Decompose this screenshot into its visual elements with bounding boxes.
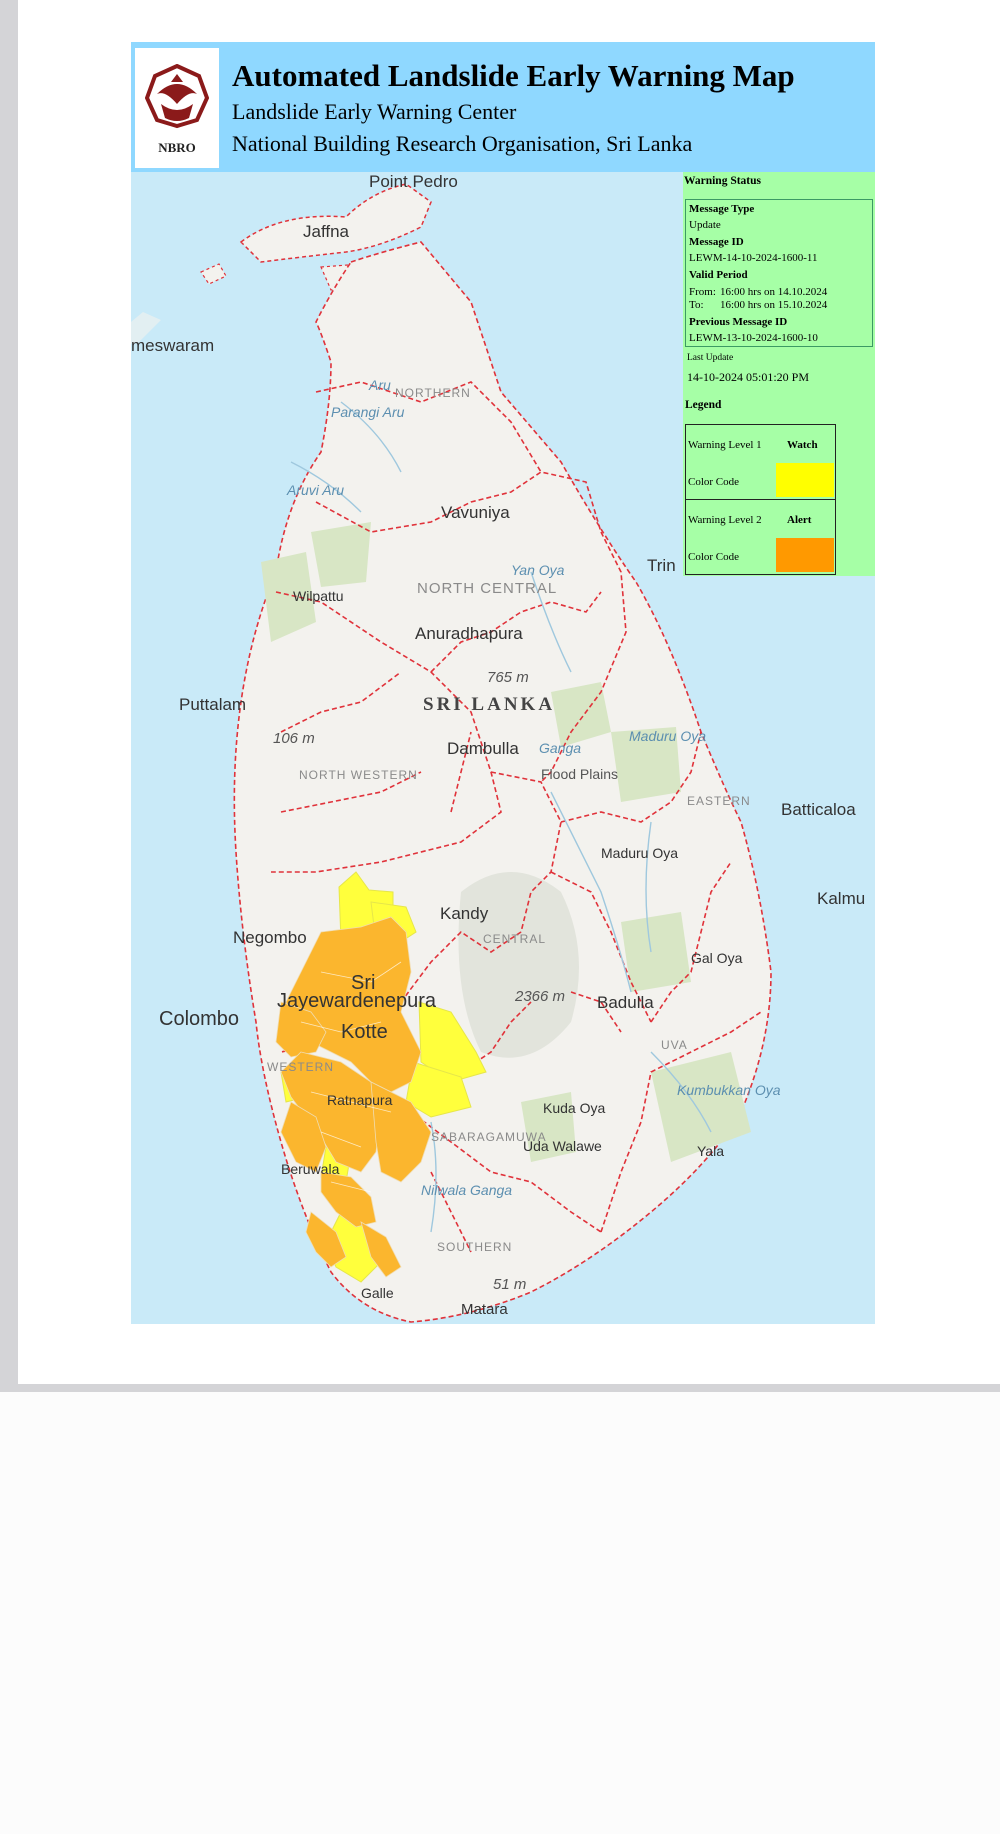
legend-item-watch: Warning Level 1 Watch Color Code: [685, 424, 836, 500]
page-title: Automated Landslide Early Warning Map: [232, 58, 795, 93]
elevation-label: 765 m: [487, 669, 529, 686]
place-label: Ratnapura: [327, 1092, 393, 1108]
place-label: Trin: [647, 556, 676, 575]
place-label: Puttalam: [179, 695, 247, 714]
place-label: Galle: [361, 1285, 394, 1301]
country-label: SRI LANKA: [423, 694, 556, 715]
legend-item-alert: Warning Level 2 Alert Color Code: [685, 499, 836, 575]
last-update-label: Last Update: [687, 353, 734, 363]
region-label: NORTHERN: [395, 386, 471, 400]
legend-color-code-label: Color Code: [688, 551, 740, 563]
region-label: NORTH WESTERN: [299, 768, 418, 782]
place-label: Jaffna: [303, 222, 350, 241]
place-label: Uda Walawe: [523, 1138, 602, 1154]
bottom-divider: [18, 1384, 1000, 1392]
region-label: UVA: [661, 1038, 688, 1052]
place-label: Kuda Oya: [543, 1100, 606, 1116]
elevation-label: 2366 m: [515, 988, 566, 1005]
legend-level-label: Warning Level 2: [688, 514, 762, 526]
legend-swatch-alert: [776, 538, 834, 572]
region-label: WESTERN: [267, 1060, 334, 1074]
message-id-label: Message ID: [689, 236, 744, 248]
river-label: Nilwala Ganga: [421, 1182, 513, 1198]
legend-level-name: Watch: [787, 439, 818, 451]
place-label: Matara: [461, 1301, 508, 1318]
river-label: Maduru Oya: [629, 728, 707, 744]
river-label: Aru: [369, 377, 391, 393]
river-label: Yan Oya: [511, 562, 565, 578]
place-label: Maduru Oya: [601, 845, 679, 861]
river-label: Kumbukkan Oya: [677, 1082, 781, 1098]
region-label: SABARAGAMUWA: [431, 1130, 547, 1144]
place-label: Point Pedro: [369, 172, 458, 191]
region-label: EASTERN: [687, 794, 751, 808]
place-label: Negombo: [233, 928, 307, 947]
legend-level-name: Alert: [787, 514, 812, 526]
page-subtitle-center: Landslide Early Warning Center: [232, 99, 517, 124]
river-label: Parangi Aru: [331, 404, 405, 420]
place-label: Yala: [697, 1143, 724, 1159]
region-label: CENTRAL: [483, 932, 547, 946]
place-label: Dambulla: [447, 739, 519, 758]
previous-message-id-label: Previous Message ID: [689, 316, 788, 328]
place-label: Kotte: [341, 1021, 388, 1043]
place-label: Badulla: [597, 993, 654, 1012]
legend-swatch-watch: [776, 463, 834, 497]
message-details-box: Message Type Update Message ID LEWM-14-1…: [685, 199, 873, 347]
region-label: NORTH CENTRAL: [417, 580, 558, 597]
place-label: meswaram: [131, 336, 215, 355]
message-type-value: Update: [689, 219, 721, 231]
place-label: Vavuniya: [441, 503, 510, 522]
place-label: Flood Plains: [541, 766, 619, 782]
page-subtitle-organisation: National Building Research Organisation,…: [232, 131, 693, 156]
valid-to-value: 16:00 hrs on 15.10.2024: [720, 299, 828, 311]
legend-color-code-label: Color Code: [688, 476, 740, 488]
previous-message-id-value: LEWM-13-10-2024-1600-10: [689, 332, 818, 344]
place-label: Wilpattu: [293, 588, 344, 604]
place-label: Anuradhapura: [415, 624, 523, 643]
valid-from-value: 16:00 hrs on 14.10.2024: [720, 286, 828, 298]
place-label: Jayewardenepura: [277, 990, 436, 1012]
logo-label: NBRO: [158, 140, 196, 155]
elevation-label: 106 m: [273, 730, 315, 747]
map-header: NBRO Automated Landslide Early Warning M…: [131, 42, 875, 172]
nbro-emblem-icon: [145, 64, 209, 129]
place-label: Beruwala: [281, 1161, 340, 1177]
river-label: Ganga: [539, 740, 582, 756]
last-update-value: 14-10-2024 05:01:20 PM: [687, 370, 810, 384]
river-label: Aruvi Aru: [287, 482, 345, 498]
sri-lanka-map-graphic: [131, 183, 772, 1323]
left-gray-strip: [0, 0, 18, 1392]
legend-heading: Legend: [685, 399, 722, 411]
valid-to-label: To:: [689, 299, 704, 311]
valid-from-label: From:: [689, 286, 716, 298]
place-label: Gal Oya: [691, 950, 743, 966]
place-label: Kandy: [440, 904, 489, 923]
warning-status-panel: Warning Status Message Type Update Messa…: [683, 172, 875, 576]
message-type-label: Message Type: [689, 203, 755, 215]
place-label: Batticaloa: [781, 800, 856, 819]
place-label: Colombo: [159, 1008, 240, 1030]
place-label: Sri: [351, 972, 376, 994]
warning-status-heading: Warning Status: [684, 175, 762, 187]
place-label: Kalmu: [817, 889, 866, 908]
legend-level-label: Warning Level 1: [688, 439, 762, 451]
valid-period-label: Valid Period: [689, 269, 748, 281]
message-id-value: LEWM-14-10-2024-1600-11: [689, 252, 818, 264]
elevation-label: 51 m: [493, 1276, 527, 1293]
nbro-logo: NBRO: [135, 48, 219, 168]
region-label: SOUTHERN: [437, 1240, 513, 1254]
